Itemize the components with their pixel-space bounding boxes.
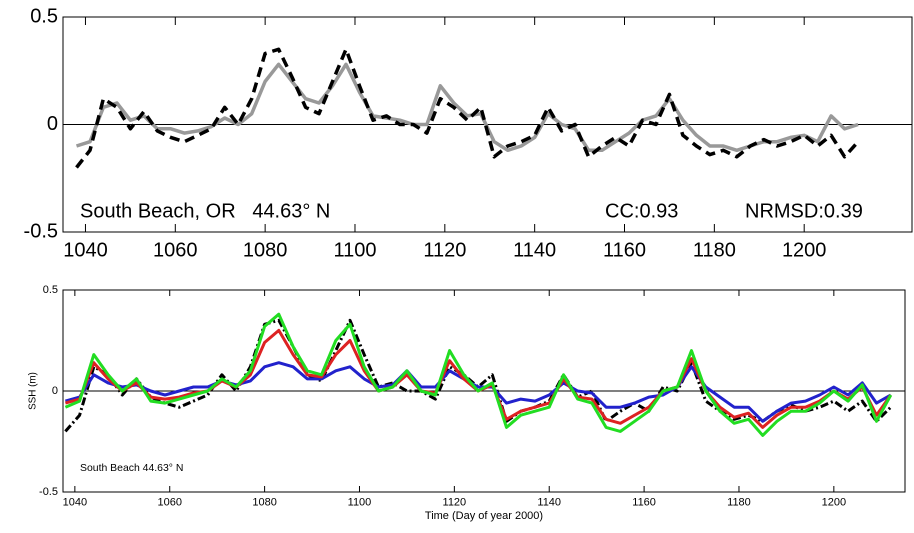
x-tick-label: 1200	[782, 239, 827, 261]
x-axis-label: Time (Day of year 2000)	[425, 510, 543, 522]
annotation: CC:0.93	[605, 200, 678, 222]
y-tick-label: 0	[52, 385, 58, 397]
x-tick-label: 1120	[423, 239, 466, 261]
x-tick-label: 1140	[513, 239, 556, 261]
x-tick-label: 1040	[63, 496, 87, 508]
y-tick-label: -0.5	[39, 486, 58, 498]
x-tick-label: 1180	[693, 239, 736, 261]
series-line	[75, 47, 860, 169]
x-tick-label: 1080	[252, 496, 276, 508]
x-tick-label: 1040	[63, 239, 108, 261]
annotation: South Beach, OR 44.63° N	[80, 200, 330, 222]
x-tick-label: 1060	[153, 239, 198, 261]
y-tick-label: 0.5	[30, 5, 58, 27]
series-line	[75, 62, 859, 153]
y-tick-label: 0.5	[43, 284, 58, 296]
x-tick-label: 1080	[243, 239, 288, 261]
x-tick-label: 1060	[157, 496, 181, 508]
annotation: NRMSD:0.39	[745, 200, 863, 222]
y-tick-label: 0	[47, 113, 58, 135]
x-tick-label: 1160	[603, 239, 646, 261]
series-line	[64, 361, 892, 423]
x-tick-label: 1120	[443, 496, 467, 508]
x-tick-label: 1160	[632, 496, 656, 508]
x-tick-label: 1100	[348, 496, 372, 508]
x-tick-label: 1100	[333, 239, 376, 261]
y-axis-label: SSH (m)	[28, 372, 39, 410]
series-line	[64, 312, 893, 437]
x-tick-label: 1200	[822, 496, 846, 508]
x-tick-label: 1140	[537, 496, 561, 508]
annotation: South Beach 44.63° N	[80, 463, 183, 474]
x-tick-label: 1180	[727, 496, 751, 508]
y-tick-label: -0.5	[24, 220, 58, 242]
